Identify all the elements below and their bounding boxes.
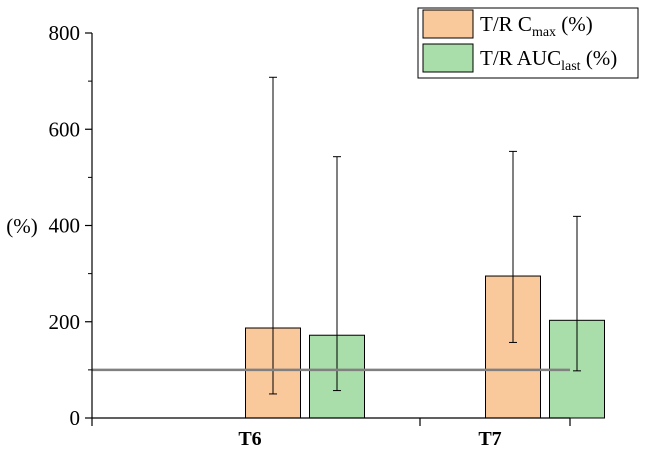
legend-swatch-auc — [422, 43, 474, 73]
legend-label-auc-main: T/R AUC — [480, 46, 561, 70]
y-tick-label-800: 800 — [49, 21, 81, 45]
legend-label-cmax-main: T/R C — [480, 12, 532, 36]
plot-area: 0 200 400 600 800 T6 T7 (%) — [6, 21, 605, 449]
x-tick-label-T6: T6 — [238, 428, 261, 449]
legend-label-auc: T/R AUClast (%) — [480, 46, 617, 74]
legend-label-auc-suffix: (%) — [581, 46, 618, 70]
y-tick-label-200: 200 — [49, 310, 81, 334]
y-tick-label-600: 600 — [49, 117, 81, 141]
y-tick-label-400: 400 — [49, 214, 81, 238]
legend-label-cmax: T/R Cmax (%) — [480, 12, 593, 40]
legend-swatch-cmax — [422, 9, 474, 39]
legend-label-cmax-suffix: (%) — [556, 12, 593, 36]
legend-label-auc-sub: last — [561, 59, 581, 74]
legend-label-cmax-sub: max — [532, 25, 556, 40]
x-tick-label-T7: T7 — [478, 428, 501, 449]
y-tick-label-0: 0 — [70, 406, 81, 430]
legend: T/R Cmax (%) T/R AUClast (%) — [417, 7, 639, 79]
y-axis-label: (%) — [6, 214, 37, 238]
